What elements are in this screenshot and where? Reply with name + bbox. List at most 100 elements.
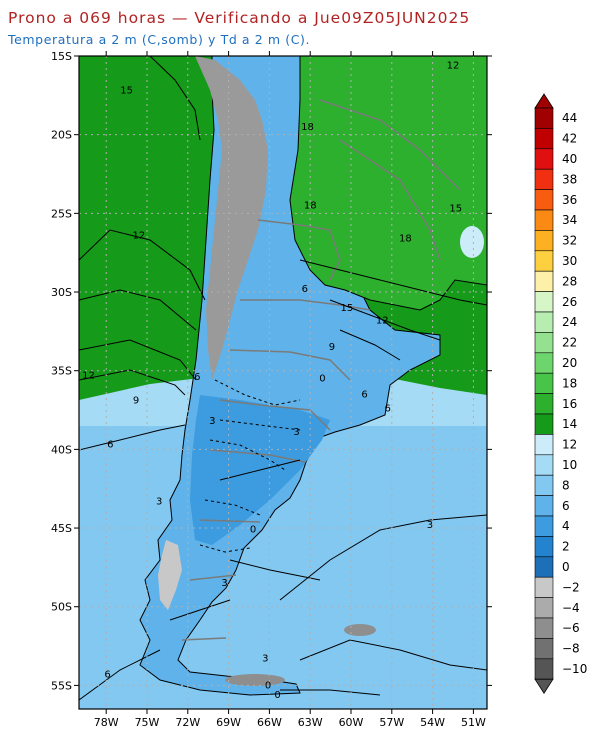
dewpoint-dashed-line (204, 499, 261, 516)
contour-label: 18 (304, 200, 317, 211)
colorbar-swatch (534, 515, 554, 537)
lon-tick-label: 75W (135, 716, 160, 729)
colorbar-swatch (534, 638, 554, 660)
lon-tick-label: 78W (94, 716, 119, 729)
colorbar-label: −6 (562, 621, 580, 635)
province-border (240, 299, 371, 311)
contour-label: 6 (107, 440, 113, 451)
lon-tick-label: 72W (175, 716, 200, 729)
contour-label: 12 (447, 60, 460, 71)
colorbar-swatch (534, 291, 554, 313)
colorbar-label: −4 (562, 601, 580, 615)
colorbar-swatch (534, 128, 554, 150)
contour-label: 12 (132, 230, 145, 241)
contour-label: 6 (385, 403, 391, 414)
colorbar-label: 12 (562, 438, 577, 452)
lon-tick-label: 57W (379, 716, 404, 729)
isotherm-line (299, 639, 487, 671)
contour-label: 18 (399, 234, 412, 245)
tierra-del-fuego-cold (225, 674, 285, 686)
colorbar-swatch (534, 107, 554, 129)
colorbar-label: 32 (562, 234, 577, 248)
contour-label: 15 (449, 204, 462, 215)
colorbar-swatch (534, 617, 554, 639)
colorbar-label: 22 (562, 336, 577, 350)
lat-tick-label: 55S (51, 679, 72, 692)
patagonia-ice-field (158, 540, 182, 610)
colorbar-label: 30 (562, 254, 577, 268)
lon-tick-label: 51W (461, 716, 486, 729)
contour-label: 15 (120, 86, 133, 97)
isotherm-line (279, 514, 487, 601)
plot-frame (78, 55, 488, 710)
colorbar-bottom-arrow (534, 678, 554, 694)
colorbar-label: 38 (562, 172, 577, 186)
province-border (339, 139, 441, 261)
colorbar-swatch (534, 352, 554, 374)
colorbar-swatch (534, 209, 554, 231)
colorbar-swatch (534, 230, 554, 252)
colorbar-label: 28 (562, 274, 577, 288)
colorbar-label: −10 (562, 662, 587, 676)
cool-patch-east (460, 226, 484, 258)
colorbar-swatch (534, 413, 554, 435)
colorbar-swatch (534, 148, 554, 170)
colorbar-swatch (534, 250, 554, 272)
colorbar-label: 20 (562, 356, 577, 370)
colorbar-swatch (534, 189, 554, 211)
contour-label: 3 (262, 654, 268, 665)
colorbar-label: 24 (562, 315, 577, 329)
colorbar-label: 34 (562, 213, 577, 227)
contour-label: 9 (133, 396, 139, 407)
contour-label: 18 (301, 122, 314, 133)
colorbar-label: 36 (562, 193, 577, 207)
lon-tick-label: 69W (216, 716, 241, 729)
province-border (181, 637, 227, 641)
colorbar-label: 6 (562, 499, 570, 513)
isotherm-line (169, 599, 231, 621)
contour-label: 6 (302, 284, 308, 295)
contour-label: 12 (376, 315, 389, 326)
isotherm-line (329, 299, 441, 341)
lon-tick-label: 54W (420, 716, 445, 729)
lat-tick-label: 35S (51, 365, 72, 378)
dewpoint-dashed-line (214, 379, 301, 406)
falklands-cold (344, 624, 376, 636)
lon-tick-label: 63W (298, 716, 323, 729)
colorbar-swatch (534, 168, 554, 190)
colorbar-swatch (534, 495, 554, 517)
colorbar-swatch (534, 434, 554, 456)
map-title: Prono a 069 horas — Verificando a Jue09Z… (8, 9, 471, 27)
colorbar-label: 42 (562, 132, 577, 146)
contour-label: 9 (329, 342, 335, 353)
lat-tick-label: 45S (51, 522, 72, 535)
isotherm-line (299, 259, 487, 306)
contour-label: 0 (274, 690, 280, 701)
isotherm-line (79, 424, 186, 451)
province-border (319, 99, 461, 191)
contour-label: 3 (209, 416, 215, 427)
lat-tick-label: 15S (51, 50, 72, 63)
colorbar-label: 18 (562, 376, 577, 390)
colorbar-swatch (534, 270, 554, 292)
isotherm-line (280, 689, 381, 696)
contour-label: 3 (293, 427, 299, 438)
contour-label: 6 (361, 389, 367, 400)
dewpoint-dashed-line (199, 544, 251, 553)
colorbar-swatch (534, 597, 554, 619)
isotherm-line (229, 559, 321, 581)
colorbar-label: 2 (562, 540, 570, 554)
colorbar-swatch (534, 372, 554, 394)
colorbar-label: 10 (562, 458, 577, 472)
colorbar-label: 16 (562, 397, 577, 411)
colorbar-label: −8 (562, 642, 580, 656)
colorbar-top-arrow (534, 93, 554, 109)
lat-tick-label: 30S (51, 286, 72, 299)
dewpoint-dashed-line (219, 419, 301, 431)
colorbar-swatch (534, 393, 554, 415)
contour-label: 6 (104, 669, 110, 680)
lat-tick-label: 50S (51, 601, 72, 614)
contour-label: 12 (82, 370, 95, 381)
province-border (209, 449, 306, 463)
colorbar-label: 8 (562, 478, 570, 492)
